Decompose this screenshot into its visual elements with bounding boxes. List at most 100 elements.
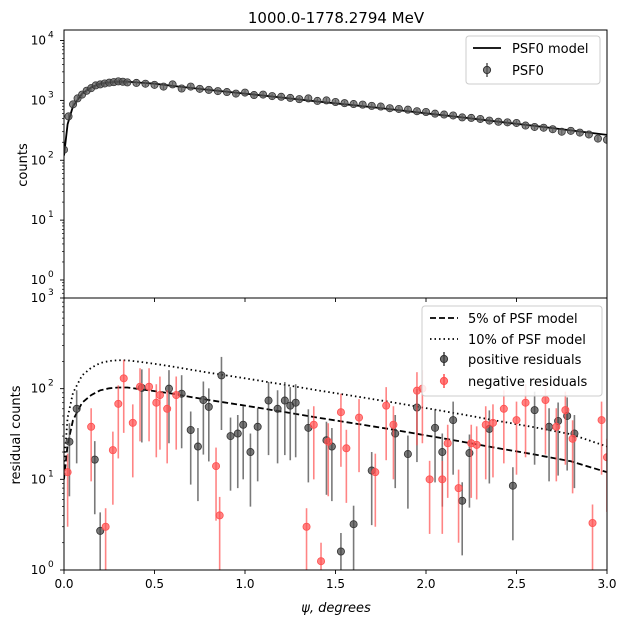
series-psf0-point xyxy=(458,113,467,122)
series-psf0-point xyxy=(132,78,141,87)
series-negative-residuals-point xyxy=(499,404,508,413)
series-psf0-point xyxy=(494,117,503,126)
series-psf0-point xyxy=(177,84,186,93)
series-psf0-point xyxy=(349,100,358,109)
series-negative-residuals-point xyxy=(114,399,123,408)
series-10-of-psf-model-line xyxy=(64,359,607,467)
series-positive-residuals-point xyxy=(431,423,440,432)
legend-negative-label: negative residuals xyxy=(468,375,587,390)
top-y-tick-exponent: 0 xyxy=(48,270,54,280)
series-psf0-point xyxy=(403,105,412,114)
series-negative-residuals-point xyxy=(212,462,221,471)
bottom-axes-frame xyxy=(63,297,608,571)
bottom-y-tick-label: 10 xyxy=(31,291,46,305)
series-psf0-point xyxy=(69,100,78,109)
bottom-y-tick-label: 10 xyxy=(31,472,46,486)
series-negative-residuals-point xyxy=(336,408,345,417)
bottom-y-tick-exponent: 0 xyxy=(48,560,54,570)
bottom-x-axis-label: ψ, degrees xyxy=(301,601,371,616)
series-psf0-point xyxy=(231,89,240,98)
series-positive-residuals-point xyxy=(449,416,458,425)
series-psf0-point xyxy=(186,82,195,91)
top-y-tick-label: 10 xyxy=(31,213,46,227)
series-positive-residuals-point xyxy=(264,396,273,405)
series-negative-residuals-point xyxy=(443,439,452,448)
bottom-y-tick-label: 10 xyxy=(31,382,46,396)
series-negative-residuals-point xyxy=(512,416,521,425)
top-legend: PSF0 model PSF0 xyxy=(465,35,601,85)
legend-positive-marker xyxy=(439,354,449,364)
series-positive-residuals-point xyxy=(508,481,517,490)
series-psf0-point xyxy=(603,135,607,144)
bottom-x-tick-label: 1.5 xyxy=(326,577,345,591)
series-negative-residuals-point xyxy=(371,468,380,477)
series-negative-residuals-point xyxy=(302,522,311,531)
series-positive-residuals-point xyxy=(96,526,105,535)
series-psf0-point xyxy=(421,108,430,117)
series-psf0-point xyxy=(286,93,295,102)
series-negative-residuals-point xyxy=(552,422,561,431)
series-psf0-point xyxy=(168,80,177,89)
series-psf0-point xyxy=(512,118,521,127)
top-y-tick-label: 10 xyxy=(31,273,46,287)
series-positive-residuals-point xyxy=(226,432,235,441)
series-psf0-point xyxy=(358,100,367,109)
series-psf0-point xyxy=(259,90,268,99)
top-y-tick-exponent: 2 xyxy=(48,150,54,160)
legend-negative-marker xyxy=(439,376,449,386)
bottom-x-tick-label: 0.0 xyxy=(54,577,73,591)
series-psf0-point xyxy=(530,122,539,131)
series-psf0-point xyxy=(159,82,168,91)
series-positive-residuals-point xyxy=(280,396,289,405)
series-negative-residuals-point xyxy=(172,391,181,400)
series-psf0-point xyxy=(539,123,548,132)
series-psf0-point xyxy=(485,116,494,125)
bottom-x-tick-label: 3.0 xyxy=(597,577,616,591)
series-negative-residuals-point xyxy=(425,475,434,484)
series-negative-residuals-point xyxy=(481,420,490,429)
series-negative-residuals-point xyxy=(163,404,172,413)
series-psf0-point xyxy=(331,98,340,107)
bottom-x-tick-label: 0.5 xyxy=(145,577,164,591)
bottom-legend-frame xyxy=(421,305,603,397)
series-psf0-point xyxy=(277,92,286,101)
series-negative-residuals-point xyxy=(324,437,333,446)
series-negative-residuals-point xyxy=(155,391,164,400)
legend-psf0-label: PSF0 xyxy=(512,64,544,79)
series-negative-residuals-point xyxy=(152,398,161,407)
series-positive-residuals-point xyxy=(458,496,467,505)
series-psf0-point xyxy=(322,96,331,105)
series-psf0-point xyxy=(449,111,458,120)
series-psf0-point xyxy=(557,127,566,136)
series-positive-residuals-point xyxy=(233,429,242,438)
series-psf0-point xyxy=(412,107,421,116)
series-psf0-point xyxy=(141,79,150,88)
top-y-tick-label: 10 xyxy=(31,34,46,48)
series-negative-residuals-point xyxy=(472,440,481,449)
series-positive-residuals-point xyxy=(246,448,255,457)
series-psf0-point xyxy=(150,80,159,89)
series-positive-residuals-point xyxy=(199,395,208,404)
series-negative-residuals-point xyxy=(64,468,72,477)
series-5-of-psf-model-line xyxy=(64,386,607,480)
series-psf0-point xyxy=(204,85,213,94)
series-negative-residuals-point xyxy=(309,420,318,429)
bottom-x-tick-label: 2.5 xyxy=(507,577,526,591)
series-psf0-point xyxy=(584,130,593,139)
series-positive-residuals-point xyxy=(65,437,74,446)
series-psf0-point xyxy=(195,84,204,93)
legend-5pct-label: 5% of PSF model xyxy=(468,312,578,327)
series-psf0-point xyxy=(250,91,259,100)
top-y-tick-label: 10 xyxy=(31,153,46,167)
bottom-y-tick-label: 10 xyxy=(31,563,46,577)
series-psf0-point xyxy=(295,95,304,104)
series-negative-residuals-point xyxy=(317,557,326,566)
chart-title: 1000.0-1778.2794 MeV xyxy=(248,9,425,27)
series-psf0-point xyxy=(304,94,313,103)
series-psf0-point xyxy=(385,104,394,113)
bottom-y-tick-exponent: 1 xyxy=(48,469,54,479)
series-psf0-point xyxy=(476,114,485,123)
